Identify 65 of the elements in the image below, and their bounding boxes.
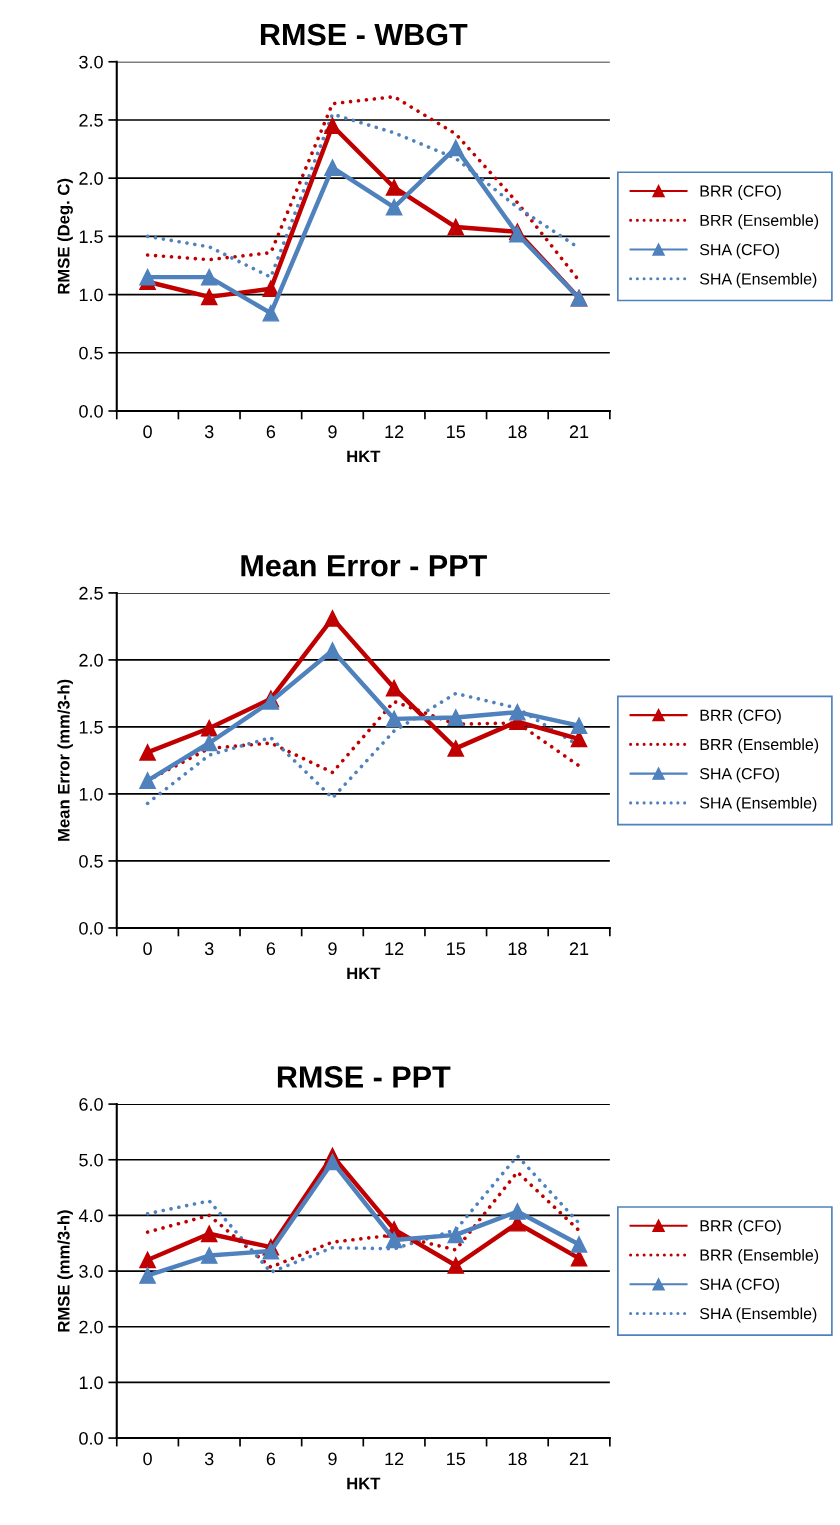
x-tick-label: 9 xyxy=(328,942,337,956)
x-tick-label: 18 xyxy=(508,425,527,439)
legend-label: BRR (CFO) xyxy=(700,709,781,724)
x-tick-label: 21 xyxy=(569,1452,589,1466)
y-tick-label: 3.0 xyxy=(79,55,103,69)
y-tick-label: 2.0 xyxy=(79,1320,103,1334)
legend-label: SHA (CFO) xyxy=(700,243,780,259)
y-tick-label: 0.5 xyxy=(79,854,103,868)
x-tick-label: 21 xyxy=(569,425,589,438)
legend-label: BRR (Ensemble) xyxy=(700,1249,819,1264)
y-tick-label: 2.0 xyxy=(79,653,103,667)
x-tick-label: 0 xyxy=(143,942,152,956)
y-axis-title: RMSE (mm/3-h) xyxy=(57,1210,73,1332)
chart-title: RMSE - PPT xyxy=(277,1066,451,1088)
y-tick-label: 5.0 xyxy=(79,1153,103,1167)
y-tick-label: 0.5 xyxy=(79,346,103,360)
y-tick-label: 2.5 xyxy=(79,113,103,127)
legend-label: SHA (Ensemble) xyxy=(700,796,817,812)
y-tick-label: 2.0 xyxy=(79,172,103,185)
y-tick-label: 4.0 xyxy=(78,1209,103,1223)
legend-label: BRR (CFO) xyxy=(700,185,781,200)
chart-title: RMSE - WBGT xyxy=(260,23,468,46)
legend-label: SHA (CFO) xyxy=(700,767,780,783)
x-tick-label: 15 xyxy=(447,942,466,956)
x-tick-label: 21 xyxy=(569,942,589,955)
x-tick-label: 6 xyxy=(266,425,276,439)
x-tick-label: 15 xyxy=(447,425,466,439)
legend-label: SHA (Ensemble) xyxy=(700,272,817,288)
x-tick-label: 0 xyxy=(143,425,152,439)
y-tick-label: 0.0 xyxy=(79,1432,103,1445)
y-tick-label: 0.0 xyxy=(79,921,103,935)
y-tick-label: 1.5 xyxy=(79,721,103,734)
x-tick-label: 18 xyxy=(508,1452,527,1466)
x-axis-title: HKT xyxy=(347,450,381,463)
x-tick-label: 3 xyxy=(204,942,214,956)
y-tick-label: 0.0 xyxy=(79,404,103,418)
y-axis-title: Mean Error (mm/3-h) xyxy=(57,679,73,841)
x-tick-label: 15 xyxy=(447,1452,466,1466)
x-tick-label: 9 xyxy=(328,425,337,439)
x-tick-label: 9 xyxy=(328,1452,337,1466)
x-axis-title: HKT xyxy=(347,1477,381,1490)
y-tick-label: 1.5 xyxy=(79,230,103,244)
x-tick-label: 18 xyxy=(508,942,527,956)
chart-title: Mean Error - PPT xyxy=(241,555,487,577)
x-tick-label: 12 xyxy=(385,942,404,955)
legend-label: SHA (CFO) xyxy=(700,1278,780,1294)
x-tick-label: 6 xyxy=(266,1452,276,1466)
y-tick-label: 1.0 xyxy=(79,1376,103,1390)
y-tick-label: 6.0 xyxy=(79,1098,103,1111)
legend-label: SHA (Ensemble) xyxy=(700,1307,817,1323)
x-tick-label: 3 xyxy=(204,425,214,439)
x-tick-label: 12 xyxy=(385,425,404,438)
x-tick-label: 3 xyxy=(204,1452,214,1466)
legend-label: BRR (Ensemble) xyxy=(700,214,819,230)
legend-label: BRR (Ensemble) xyxy=(700,738,819,754)
x-axis-title: HKT xyxy=(347,967,381,980)
x-tick-label: 0 xyxy=(143,1452,152,1466)
x-tick-label: 6 xyxy=(266,942,276,956)
y-tick-label: 2.5 xyxy=(79,586,103,600)
y-tick-label: 3.0 xyxy=(79,1265,103,1278)
y-axis-title: RMSE (Deg. C) xyxy=(57,178,73,294)
y-tick-label: 1.0 xyxy=(79,787,103,801)
x-tick-label: 12 xyxy=(385,1452,404,1466)
legend-label: BRR (CFO) xyxy=(700,1219,781,1235)
y-tick-label: 1.0 xyxy=(79,288,103,302)
